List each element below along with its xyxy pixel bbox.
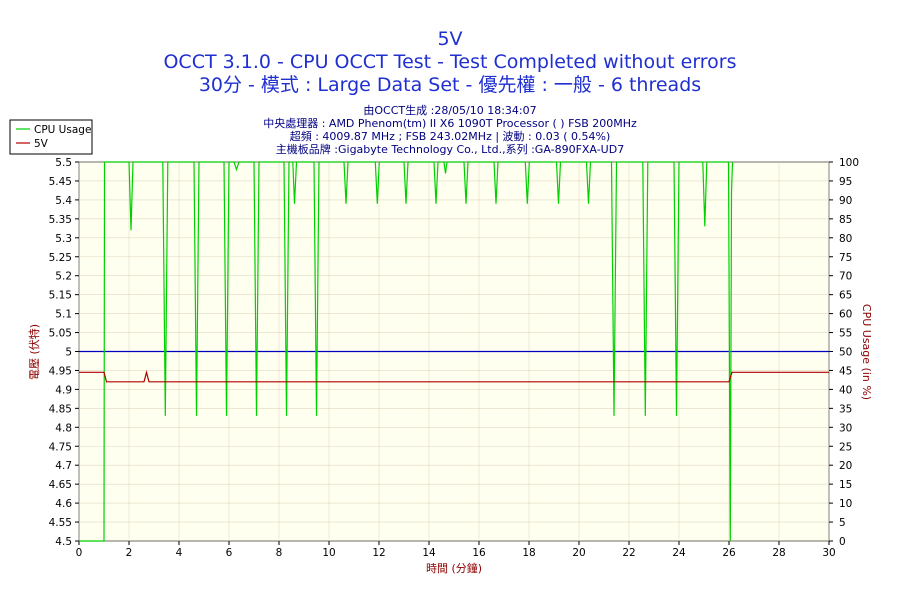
x-tick-label: 10 (322, 547, 335, 559)
x-tick-label: 4 (176, 547, 183, 559)
y2-tick-label: 30 (839, 422, 852, 434)
x-tick-label: 14 (422, 547, 436, 559)
x-axis-label: 時間 (分鐘) (426, 561, 482, 575)
legend: CPU Usage 5V (9, 119, 93, 155)
y2-tick-label: 80 (839, 233, 852, 245)
x-tick-label: 2 (126, 547, 133, 559)
series-line-cpu-usage (79, 161, 734, 542)
y2-tick-label: 65 (839, 290, 852, 302)
y2-tick-label: 50 (839, 347, 852, 359)
y2-tick-label: 0 (839, 536, 846, 548)
y2-tick-label: 85 (839, 214, 852, 226)
info-line-cpu: 中央處理器 : AMD Phenom(tm) II X6 1090T Proce… (263, 116, 637, 130)
y-tick-label: 4.75 (49, 441, 72, 453)
x-tick-label: 30 (822, 547, 835, 559)
y2-tick-label: 25 (839, 441, 852, 453)
y2-tick-label: 45 (839, 365, 852, 377)
y-tick-label: 4.7 (55, 460, 72, 472)
y-axis-label: 電壓 (伏特) (27, 324, 41, 380)
y-tick-label: 5.3 (55, 233, 72, 245)
x-tick-label: 24 (672, 547, 686, 559)
y-tick-label: 5.15 (49, 290, 72, 302)
y2-tick-label: 90 (839, 195, 852, 207)
y2-tick-label: 95 (839, 176, 852, 188)
y-tick-label: 5.2 (55, 271, 72, 283)
x-tick-label: 22 (622, 547, 635, 559)
info-line-generated: 由OCCT生成 :28/05/10 18:34:07 (363, 103, 536, 117)
chart-subtitle: OCCT 3.1.0 - CPU OCCT Test - Test Comple… (163, 51, 736, 73)
y-tick-label: 5.45 (49, 176, 72, 188)
info-line-overclock: 超頻 : 4009.87 MHz ; FSB 243.02MHz | 波動 : … (290, 129, 611, 143)
x-tick-label: 16 (472, 547, 486, 559)
y-tick-label: 5 (65, 347, 72, 359)
x-tick-label: 20 (572, 547, 585, 559)
y-tick-label: 4.8 (55, 422, 72, 434)
legend-label-5v: 5V (34, 138, 49, 150)
x-tick-label: 6 (226, 547, 233, 559)
chart-title: 5V (437, 28, 462, 50)
legend-box (9, 119, 93, 155)
y-tick-label: 5.5 (55, 157, 72, 169)
y-axis-left: 4.5 4.55 4.6 4.65 4.7 4.75 4.8 4.85 4.9 4.95 5 5.05… (49, 157, 79, 548)
y2-tick-label: 70 (839, 271, 852, 283)
chart-subtitle-2: 30分 - 模式 : Large Data Set - 優先權 : 一般 - 6… (199, 74, 701, 96)
y-tick-label: 5.35 (49, 214, 72, 226)
y-tick-label: 4.55 (49, 517, 72, 529)
y2-tick-label: 10 (839, 498, 852, 510)
y2-tick-label: 55 (839, 328, 852, 340)
y-tick-label: 5.05 (49, 328, 72, 340)
y2-tick-label: 60 (839, 309, 852, 321)
y2-tick-label: 75 (839, 252, 852, 264)
y2-tick-label: 40 (839, 384, 852, 396)
y-tick-label: 4.9 (55, 384, 72, 396)
x-tick-label: 28 (772, 547, 785, 559)
x-tick-label: 26 (722, 547, 736, 559)
y2-tick-label: 5 (839, 517, 846, 529)
x-tick-label: 0 (76, 547, 83, 559)
series-group (79, 161, 829, 542)
y-tick-label: 5.1 (55, 309, 72, 321)
y2-tick-label: 15 (839, 479, 852, 491)
series-line-5v (79, 369, 829, 383)
x-axis: 0 2 4 6 8 10 12 14 16 18 20 22 24 26 28 30 (76, 541, 836, 559)
y-tick-label: 4.6 (55, 498, 72, 510)
x-tick-label: 8 (276, 547, 283, 559)
y-tick-label: 5.25 (49, 252, 72, 264)
y-axis-right: 0 5 10 15 20 25 30 35 40 45 50 55 60 65 70 75 80 85 90 95 10… (829, 157, 859, 548)
y2-tick-label: 100 (839, 157, 859, 169)
y2-tick-label: 20 (839, 460, 852, 472)
x-tick-label: 12 (372, 547, 385, 559)
x-tick-label: 18 (522, 547, 535, 559)
y-tick-label: 4.65 (49, 479, 72, 491)
y-tick-label: 4.5 (55, 536, 72, 548)
y-tick-label: 4.85 (49, 403, 72, 415)
y2-tick-label: 35 (839, 403, 852, 415)
legend-label-cpu-usage: CPU Usage (34, 124, 91, 136)
y-tick-label: 4.95 (49, 365, 72, 377)
y2-axis-label: CPU Usage (in %) (860, 304, 873, 400)
info-line-motherboard: 主機板品牌 :Gigabyte Technology Co., Ltd.,系列 … (276, 142, 624, 156)
y-tick-label: 5.4 (55, 195, 72, 207)
